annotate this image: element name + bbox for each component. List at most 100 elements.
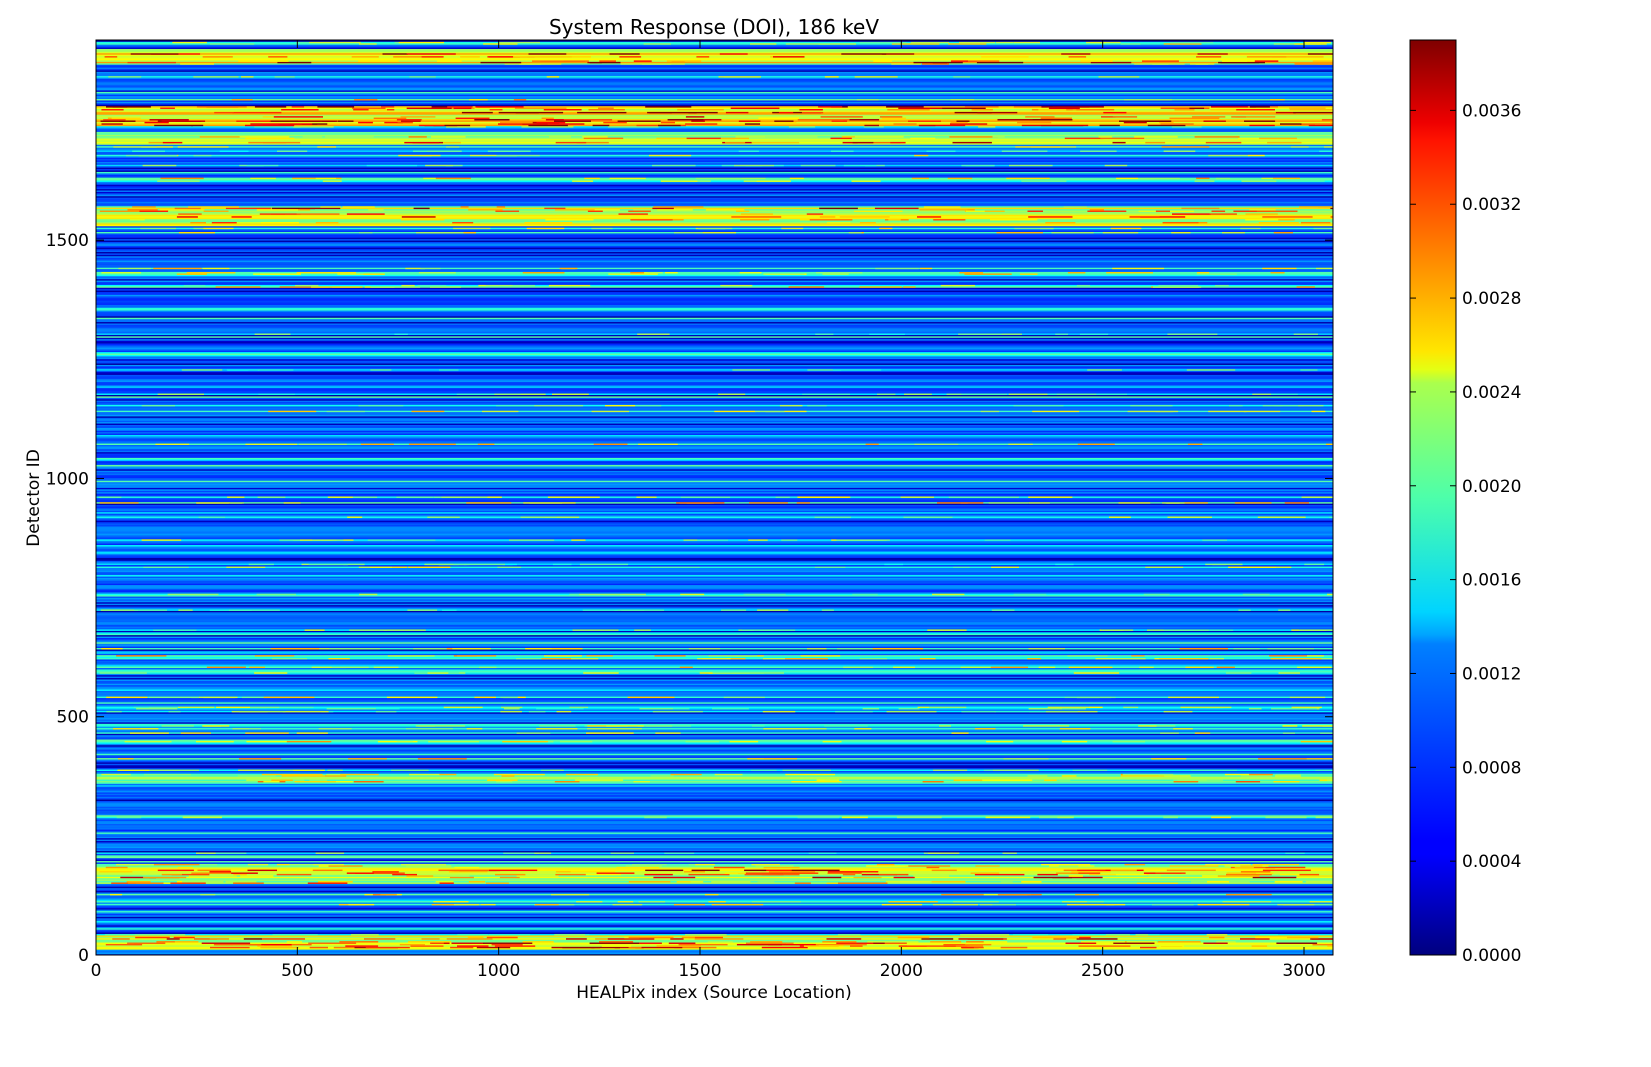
heatmap-row: [96, 530, 1333, 533]
heatmap-streak: [450, 946, 474, 949]
heatmap-streak: [923, 205, 961, 208]
heatmap-streak: [277, 150, 308, 152]
heatmap-row: [96, 924, 1333, 927]
heatmap-streak: [299, 207, 341, 210]
heatmap-streak: [1102, 231, 1139, 234]
heatmap-row: [96, 290, 1333, 293]
heatmap-streak: [153, 863, 200, 866]
heatmap-streak: [1249, 124, 1275, 127]
heatmap-streak: [196, 740, 234, 743]
heatmap-streak: [1291, 706, 1322, 709]
heatmap-streak: [1226, 893, 1272, 896]
heatmap-streak: [380, 893, 397, 896]
heatmap-row: [96, 591, 1333, 594]
heatmap-streak: [1248, 872, 1274, 874]
heatmap-streak: [850, 944, 863, 947]
heatmap-streak: [890, 141, 906, 144]
heatmap-streak: [985, 816, 1031, 819]
heatmap-streak: [1056, 872, 1079, 874]
heatmap-streak: [859, 657, 888, 660]
heatmap-streak: [711, 880, 751, 883]
heatmap-row: [96, 87, 1333, 90]
heatmap-streak: [103, 118, 126, 121]
heatmap-streak: [1062, 900, 1087, 903]
heatmap-streak: [276, 863, 290, 866]
heatmap-streak: [456, 393, 505, 395]
heatmap-streak: [919, 208, 968, 211]
heatmap-streak: [744, 873, 784, 876]
heatmap-streak: [758, 117, 799, 120]
heatmap-row: [96, 313, 1333, 315]
heatmap-streak: [513, 98, 527, 101]
heatmap-streak: [807, 647, 820, 650]
heatmap-streak: [232, 727, 250, 730]
heatmap-streak: [1099, 124, 1120, 127]
heatmap-streak: [427, 671, 449, 674]
heatmap-streak: [196, 852, 216, 854]
x-tick-label: 1000: [477, 961, 520, 981]
heatmap-row: [96, 45, 1333, 48]
heatmap-streak: [628, 936, 674, 939]
heatmap-row: [96, 40, 1333, 42]
heatmap-streak: [328, 657, 350, 660]
heatmap-streak: [1048, 107, 1080, 110]
heatmap-row: [96, 194, 1333, 197]
heatmap-row: [96, 639, 1333, 641]
heatmap-streak: [247, 869, 277, 872]
heatmap-streak: [789, 177, 804, 180]
heatmap-streak: [1019, 273, 1038, 275]
heatmap-row: [96, 736, 1333, 739]
heatmap-streak: [408, 566, 451, 568]
heatmap-streak: [619, 55, 642, 58]
heatmap-streak: [1114, 657, 1146, 660]
heatmap-streak: [735, 135, 766, 138]
heatmap-streak: [177, 866, 193, 869]
heatmap-streak: [494, 944, 536, 947]
heatmap-streak: [782, 769, 817, 771]
heatmap-streak: [842, 873, 856, 876]
heatmap-row: [96, 438, 1333, 441]
heatmap-streak: [926, 866, 940, 869]
heatmap-streak: [864, 124, 879, 127]
heatmap-row: [96, 325, 1333, 328]
heatmap-row: [96, 910, 1333, 913]
heatmap-streak: [1327, 779, 1333, 781]
heatmap-streak: [105, 866, 128, 869]
heatmap-streak: [1247, 60, 1279, 62]
heatmap-streak: [243, 937, 262, 940]
heatmap-streak: [873, 60, 892, 62]
heatmap-streak: [1123, 706, 1139, 709]
heatmap-streak: [396, 118, 422, 121]
heatmap-streak: [599, 940, 630, 943]
heatmap-row: [96, 677, 1333, 680]
heatmap-row: [96, 548, 1333, 551]
heatmap-row: [96, 750, 1333, 753]
heatmap-row: [96, 676, 1333, 679]
heatmap-row: [96, 168, 1333, 171]
heatmap-streak: [174, 207, 201, 210]
heatmap-streak: [1059, 727, 1091, 730]
heatmap-row: [96, 674, 1333, 677]
heatmap-streak: [479, 666, 497, 669]
heatmap-streak: [788, 125, 816, 128]
heatmap-streak: [1226, 873, 1272, 876]
heatmap-row: [96, 847, 1333, 850]
heatmap-streak: [668, 942, 696, 944]
heatmap-streak: [545, 218, 594, 221]
heatmap-streak: [841, 135, 863, 138]
heatmap-streak: [488, 933, 531, 936]
heatmap-row: [96, 388, 1333, 391]
heatmap-row: [96, 663, 1333, 666]
heatmap-row: [96, 570, 1333, 573]
heatmap-row: [96, 568, 1333, 571]
heatmap-streak: [317, 105, 355, 108]
heatmap-streak: [439, 368, 459, 371]
heatmap-streak: [1240, 774, 1273, 777]
heatmap-streak: [1273, 218, 1295, 221]
heatmap-row: [96, 526, 1333, 528]
heatmap-streak: [1319, 779, 1333, 781]
heatmap-streak: [263, 696, 315, 699]
heatmap-streak: [1013, 933, 1049, 936]
heatmap-row: [96, 491, 1333, 494]
heatmap-streak: [127, 942, 166, 944]
